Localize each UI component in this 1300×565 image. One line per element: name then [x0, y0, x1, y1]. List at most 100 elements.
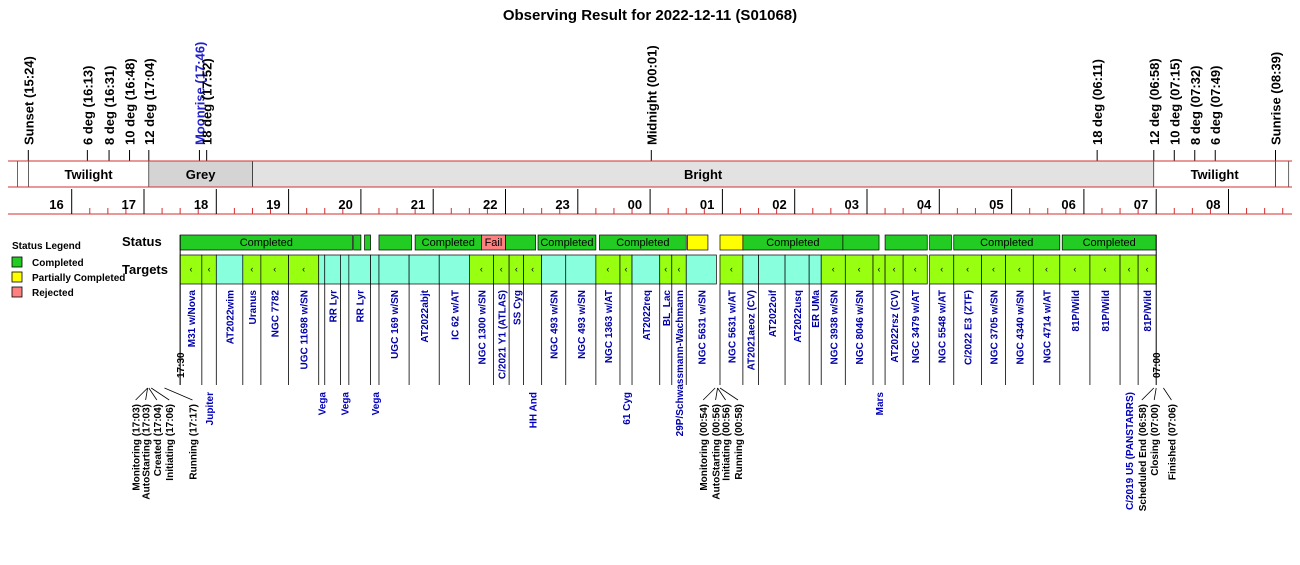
sky-event-label-3: 10 deg (16:48)	[123, 58, 138, 145]
status-block-6	[505, 234, 536, 251]
target-block-8	[340, 254, 350, 285]
hour-label-7: 23	[555, 197, 569, 212]
target-name-38: NGC 3705 w/SN	[990, 290, 1001, 364]
target-name-30: ER UMa	[811, 290, 822, 328]
status-block-9	[687, 234, 709, 251]
target-name-7: RR Lyr	[329, 290, 340, 323]
system-event-tick-8	[719, 387, 739, 401]
band-label-1: Twilight	[64, 167, 113, 182]
target-name-26: NGC 5631 w/AT	[727, 290, 738, 363]
target-object-10: Vega	[371, 392, 382, 416]
target-marker-0: ‹	[189, 264, 192, 274]
target-name-34: AT2022rsz (CV)	[890, 290, 901, 363]
target-name-16: SS Cyg	[512, 290, 523, 325]
hour-label-11: 03	[845, 197, 859, 212]
sky-event-label-8: 18 deg (06:11)	[1090, 59, 1105, 145]
sky-event-label-7: Midnight (00:01)	[644, 45, 659, 145]
hour-label-0: 16	[49, 197, 63, 212]
target-marker-17: ‹	[531, 264, 534, 274]
status-legend: Status Legend Completed Partially Comple…	[11, 241, 125, 299]
status-block-13	[884, 234, 928, 251]
target-marker-33: ‹	[878, 264, 881, 274]
status-block-3	[378, 234, 412, 251]
target-name-40: NGC 4714 w/AT	[1043, 290, 1054, 363]
target-marker-38: ‹	[992, 264, 995, 274]
target-block-2	[215, 254, 244, 285]
system-event-label-7: Initiating (00:56)	[722, 404, 733, 481]
legend-swatch-rejected	[11, 286, 23, 298]
sky-event-label-0: Sunset (15:24)	[21, 56, 36, 145]
band-label-3: Bright	[684, 167, 723, 182]
system-event-label-5: Monitoring (00:54)	[699, 404, 710, 491]
target-name-20: NGC 1363 w/AT	[604, 290, 615, 363]
sky-event-label-2: 8 deg (16:31)	[102, 66, 117, 145]
target-name-36: NGC 5548 w/AT	[938, 290, 949, 363]
target-name-22: AT2022req	[642, 290, 653, 340]
target-marker-3: ‹	[250, 264, 253, 274]
target-marker-20: ‹	[606, 264, 609, 274]
row-label-status: Status	[122, 234, 162, 249]
target-name-25: NGC 5631 w/SN	[697, 290, 708, 364]
system-event-label-3: Initiating (17:06)	[165, 404, 176, 481]
sky-event-label-13: Sunrise (08:39)	[1268, 52, 1283, 145]
sky-event-label-10: 10 deg (07:15)	[1167, 58, 1182, 145]
band-0	[17, 160, 29, 188]
target-object-33: Mars	[875, 392, 886, 416]
target-marker-15: ‹	[500, 264, 503, 274]
band-4	[1153, 160, 1276, 188]
target-marker-36: ‹	[940, 264, 943, 274]
status-block-1	[353, 234, 362, 251]
lower-annotations: M31 w/Nova Jupiter AT2022wim Uranus NGC 7782…	[132, 235, 1178, 511]
status-label-8: Completed	[616, 237, 669, 249]
system-event-label-1: AutoStarting (17:03)	[142, 404, 153, 500]
legend-label-completed: Completed	[32, 258, 84, 269]
target-object-8: Vega	[341, 392, 352, 416]
target-marker-37: ‹	[966, 264, 969, 274]
target-marker-1: ‹	[208, 264, 211, 274]
hour-label-1: 17	[122, 197, 136, 212]
hour-label-5: 21	[411, 197, 425, 212]
hour-label-13: 05	[989, 197, 1003, 212]
chart-title: Observing Result for 2022-12-11 (S01068)	[503, 7, 797, 24]
status-block-10	[719, 234, 744, 251]
target-marker-5: ‹	[302, 264, 305, 274]
sky-event-label-1: 6 deg (16:13)	[80, 66, 95, 145]
target-name-37: C/2022 E3 (ZTF)	[964, 290, 975, 365]
system-event-tick-0	[135, 387, 148, 401]
target-marker-40: ‹	[1045, 264, 1048, 274]
system-event-tick-3	[151, 387, 170, 401]
hour-label-8: 00	[628, 197, 642, 212]
system-event-tick-1	[145, 387, 149, 401]
status-block-15	[953, 234, 1061, 251]
target-name-24: 29P/Schwassmann-Wachmann	[675, 290, 686, 436]
status-block-2	[364, 234, 371, 251]
target-block-41	[1059, 254, 1091, 285]
hour-label-4: 20	[338, 197, 352, 212]
system-event-label-10: Closing (07:00)	[1150, 404, 1161, 476]
target-block-27	[742, 254, 759, 285]
target-block-12	[408, 254, 440, 285]
hour-label-12: 04	[917, 197, 932, 212]
system-event-tick-4	[164, 387, 193, 401]
target-name-32: NGC 8046 w/SN	[855, 290, 866, 364]
target-block-38	[981, 254, 1006, 285]
target-object-43: C/2019 U5 (PANSTARRS)	[1125, 392, 1136, 510]
target-block-40	[1032, 254, 1061, 285]
target-name-19: NGC 493 w/SN	[577, 290, 588, 359]
target-block-10	[370, 254, 380, 285]
target-marker-35: ‹	[914, 264, 917, 274]
status-label-15: Completed	[980, 237, 1033, 249]
status-label-0: Completed	[240, 237, 293, 249]
hour-axis: 16 17 18 19 20 21 22 23 00 01 02 03 04 05 06 07 08	[8, 189, 1292, 215]
system-event-tick-11	[1163, 387, 1172, 401]
target-marker-23: ‹	[664, 264, 667, 274]
brightness-bands: Twilight Grey Bright Twilight	[8, 160, 1292, 188]
window-mark-label-1: 07:00	[1152, 352, 1163, 378]
target-marker-42: ‹	[1103, 264, 1106, 274]
target-name-44: 81P/Wild	[1143, 290, 1154, 332]
target-block-42	[1089, 254, 1121, 285]
target-block-13	[438, 254, 470, 285]
status-label-11: Completed	[766, 237, 819, 249]
target-block-35	[902, 254, 928, 285]
target-block-5	[288, 254, 320, 285]
